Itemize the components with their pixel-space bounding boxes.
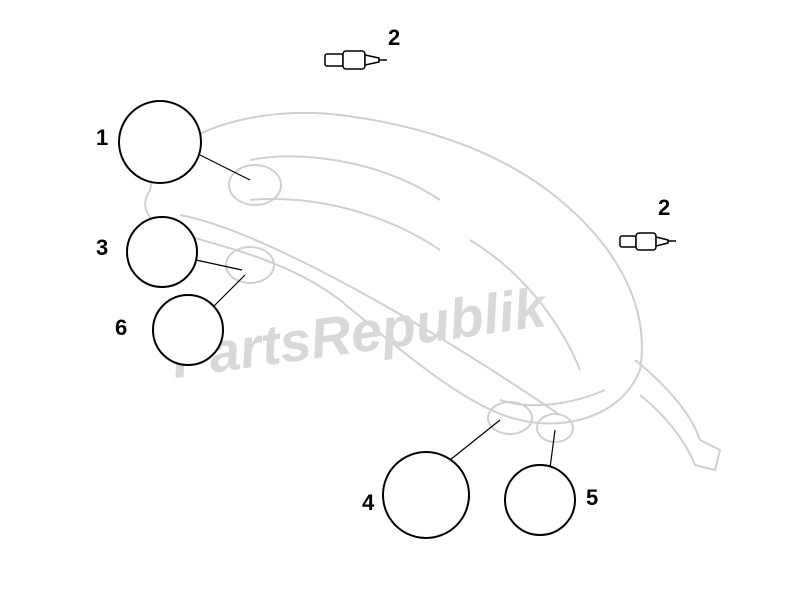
callout-label-2-top: 2 [388, 25, 400, 51]
callout-label-5: 5 [586, 485, 598, 511]
diagram-container: PartsRepublik 1 2 3 6 2 4 5 [0, 0, 800, 600]
callout-label-4: 4 [362, 490, 374, 516]
callout-circle-4 [382, 451, 470, 539]
callout-circle-1 [118, 100, 202, 184]
callout-label-1: 1 [96, 125, 108, 151]
callout-circle-3 [126, 216, 198, 288]
callout-label-6: 6 [115, 315, 127, 341]
callout-circle-5 [504, 464, 576, 536]
callout-label-3: 3 [96, 235, 108, 261]
callout-circle-6 [152, 294, 224, 366]
callout-label-2-right: 2 [658, 195, 670, 221]
